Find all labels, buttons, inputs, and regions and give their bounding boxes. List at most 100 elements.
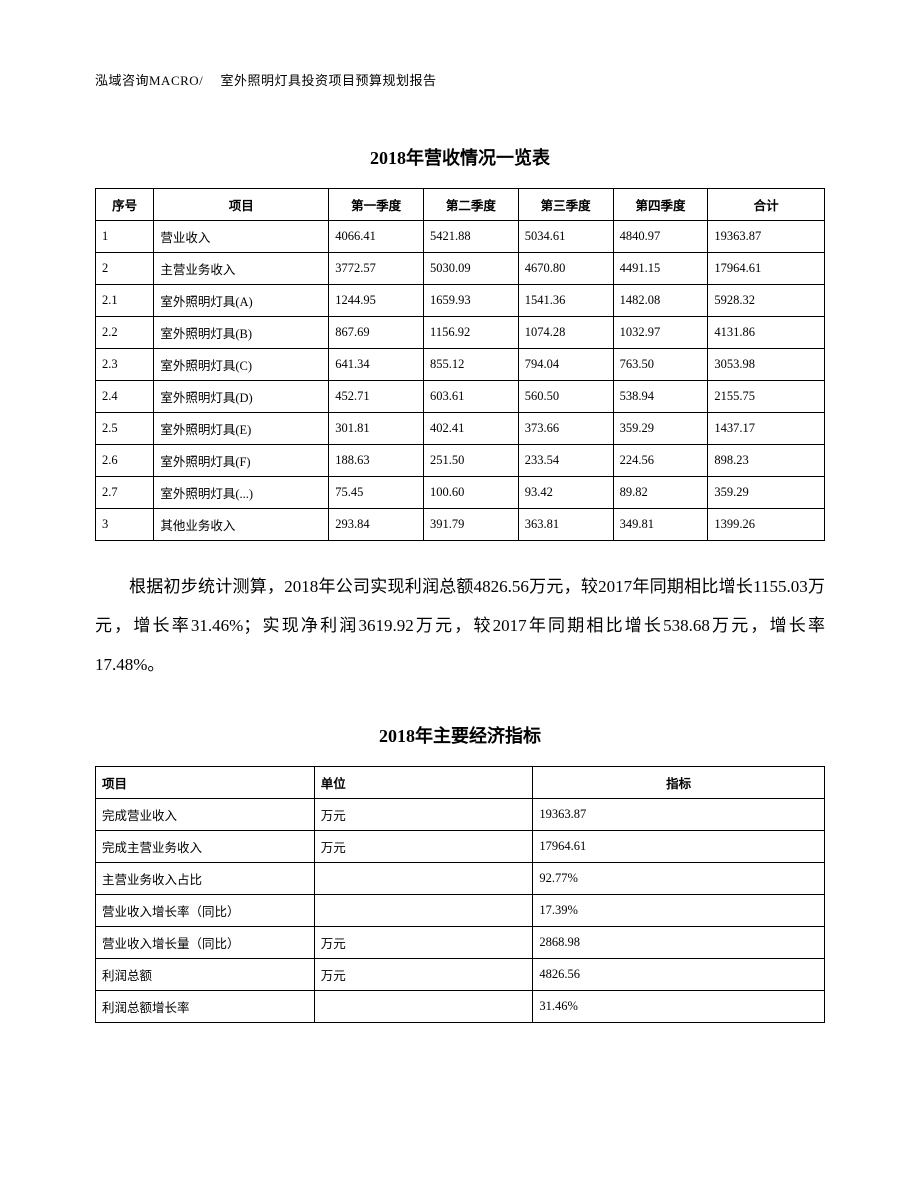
table-cell: 室外照明灯具(B)	[154, 317, 329, 349]
col-header: 序号	[96, 189, 154, 221]
table-cell: 641.34	[329, 349, 424, 381]
page: 泓域咨询MACRO/ 室外照明灯具投资项目预算规划报告 2018年营收情况一览表…	[0, 0, 920, 1191]
table-row: 2主营业务收入3772.575030.094670.804491.1517964…	[96, 253, 825, 285]
table-cell: 402.41	[424, 413, 519, 445]
table-cell: 17964.61	[533, 831, 825, 863]
table-cell: 31.46%	[533, 991, 825, 1023]
table-cell: 100.60	[424, 477, 519, 509]
table-cell: 室外照明灯具(C)	[154, 349, 329, 381]
table-cell: 4670.80	[518, 253, 613, 285]
table-cell: 2.5	[96, 413, 154, 445]
table-cell: 391.79	[424, 509, 519, 541]
table-cell: 4066.41	[329, 221, 424, 253]
table-cell: 营业收入增长率（同比）	[96, 895, 315, 927]
table-cell: 359.29	[708, 477, 825, 509]
col-header: 第三季度	[518, 189, 613, 221]
table-cell: 1482.08	[613, 285, 708, 317]
table-cell: 349.81	[613, 509, 708, 541]
table-cell: 855.12	[424, 349, 519, 381]
col-header: 项目	[154, 189, 329, 221]
table-cell: 1659.93	[424, 285, 519, 317]
table-cell: 19363.87	[533, 799, 825, 831]
table-cell: 2.7	[96, 477, 154, 509]
table-cell: 1074.28	[518, 317, 613, 349]
table-row: 2.6室外照明灯具(F)188.63251.50233.54224.56898.…	[96, 445, 825, 477]
table-cell: 763.50	[613, 349, 708, 381]
table-cell: 3772.57	[329, 253, 424, 285]
table-cell: 538.94	[613, 381, 708, 413]
table-cell: 3	[96, 509, 154, 541]
table-cell: 898.23	[708, 445, 825, 477]
table-cell: 5030.09	[424, 253, 519, 285]
table-cell: 利润总额增长率	[96, 991, 315, 1023]
table-cell: 452.71	[329, 381, 424, 413]
table-row: 2.4室外照明灯具(D)452.71603.61560.50538.942155…	[96, 381, 825, 413]
table-row: 2.3室外照明灯具(C)641.34855.12794.04763.503053…	[96, 349, 825, 381]
table-cell: 1156.92	[424, 317, 519, 349]
table-cell: 251.50	[424, 445, 519, 477]
table-cell: 营业收入增长量（同比）	[96, 927, 315, 959]
table-row: 2.5室外照明灯具(E)301.81402.41373.66359.291437…	[96, 413, 825, 445]
table-cell: 利润总额	[96, 959, 315, 991]
table-cell: 560.50	[518, 381, 613, 413]
table-cell: 万元	[314, 831, 533, 863]
table-cell: 93.42	[518, 477, 613, 509]
table-cell: 293.84	[329, 509, 424, 541]
table-cell: 主营业务收入	[154, 253, 329, 285]
table-header-row: 项目 单位 指标	[96, 767, 825, 799]
table-cell: 5928.32	[708, 285, 825, 317]
table-cell: 2.4	[96, 381, 154, 413]
table-cell	[314, 863, 533, 895]
table-cell: 233.54	[518, 445, 613, 477]
table-cell: 2.6	[96, 445, 154, 477]
table-cell: 室外照明灯具(E)	[154, 413, 329, 445]
table-cell: 17.39%	[533, 895, 825, 927]
table-cell: 301.81	[329, 413, 424, 445]
table-cell: 359.29	[613, 413, 708, 445]
table-row: 2.7室外照明灯具(...)75.45100.6093.4289.82359.2…	[96, 477, 825, 509]
table-cell: 2	[96, 253, 154, 285]
table-cell: 室外照明灯具(...)	[154, 477, 329, 509]
table-cell: 2155.75	[708, 381, 825, 413]
table-cell: 万元	[314, 959, 533, 991]
table-cell: 2868.98	[533, 927, 825, 959]
table-cell: 224.56	[613, 445, 708, 477]
table-row: 利润总额万元4826.56	[96, 959, 825, 991]
revenue-table: 序号 项目 第一季度 第二季度 第三季度 第四季度 合计 1营业收入4066.4…	[95, 188, 825, 541]
table-cell	[314, 991, 533, 1023]
table-cell: 完成主营业务收入	[96, 831, 315, 863]
table-row: 利润总额增长率 31.46%	[96, 991, 825, 1023]
table-cell: 1	[96, 221, 154, 253]
col-header: 合计	[708, 189, 825, 221]
table2-title: 2018年主要经济指标	[95, 722, 825, 748]
table-cell: 363.81	[518, 509, 613, 541]
table-cell: 89.82	[613, 477, 708, 509]
table-cell: 完成营业收入	[96, 799, 315, 831]
table-header-row: 序号 项目 第一季度 第二季度 第三季度 第四季度 合计	[96, 189, 825, 221]
table-cell: 794.04	[518, 349, 613, 381]
col-header: 第二季度	[424, 189, 519, 221]
table-cell: 营业收入	[154, 221, 329, 253]
table-cell: 1437.17	[708, 413, 825, 445]
table2-body: 完成营业收入万元19363.87完成主营业务收入万元17964.61主营业务收入…	[96, 799, 825, 1023]
table-cell: 1399.26	[708, 509, 825, 541]
table-cell: 室外照明灯具(D)	[154, 381, 329, 413]
table-row: 3其他业务收入293.84391.79363.81349.811399.26	[96, 509, 825, 541]
table-row: 1营业收入4066.415421.885034.614840.9719363.8…	[96, 221, 825, 253]
table-cell: 主营业务收入占比	[96, 863, 315, 895]
table-cell: 2.2	[96, 317, 154, 349]
table-cell: 603.61	[424, 381, 519, 413]
col-header: 指标	[533, 767, 825, 799]
table-cell: 其他业务收入	[154, 509, 329, 541]
table-cell: 1032.97	[613, 317, 708, 349]
table-cell: 19363.87	[708, 221, 825, 253]
table-cell: 17964.61	[708, 253, 825, 285]
table1-body: 1营业收入4066.415421.885034.614840.9719363.8…	[96, 221, 825, 541]
table-cell: 万元	[314, 799, 533, 831]
table-cell: 373.66	[518, 413, 613, 445]
table-row: 完成主营业务收入万元17964.61	[96, 831, 825, 863]
table-cell: 万元	[314, 927, 533, 959]
table-cell: 2.1	[96, 285, 154, 317]
table-cell: 3053.98	[708, 349, 825, 381]
table-cell: 1244.95	[329, 285, 424, 317]
